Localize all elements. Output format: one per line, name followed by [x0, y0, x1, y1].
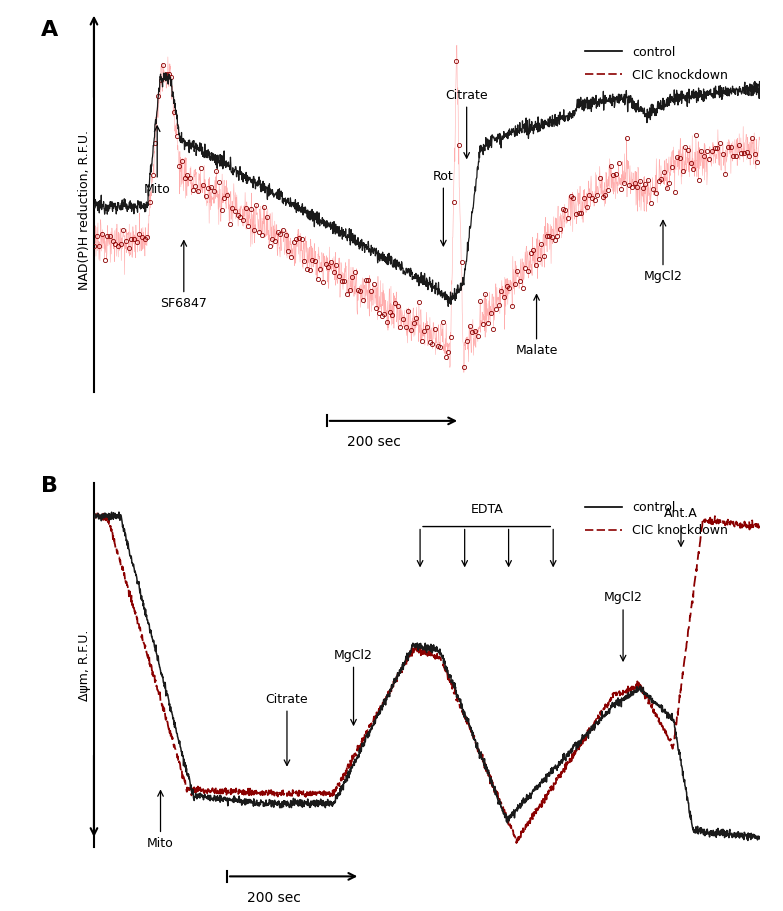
- Text: Rot: Rot: [433, 169, 454, 246]
- Text: MgCl2: MgCl2: [334, 649, 373, 725]
- Legend: control, CIC knockdown: control, CIC knockdown: [580, 496, 734, 542]
- Legend: control, CIC knockdown: control, CIC knockdown: [580, 41, 734, 87]
- Text: Malate: Malate: [515, 294, 557, 357]
- Y-axis label: Δψm, R.F.U.: Δψm, R.F.U.: [78, 630, 91, 701]
- Text: A: A: [41, 20, 58, 40]
- Y-axis label: NAD(P)H reduction, R.F.U.: NAD(P)H reduction, R.F.U.: [78, 129, 91, 290]
- Text: Citrate: Citrate: [265, 692, 309, 765]
- Text: Mito: Mito: [144, 126, 171, 196]
- Text: Ant.A: Ant.A: [664, 507, 698, 546]
- Text: 200 sec: 200 sec: [247, 891, 301, 905]
- Text: MgCl2: MgCl2: [644, 220, 683, 283]
- Text: B: B: [41, 476, 58, 496]
- Text: 200 sec: 200 sec: [347, 435, 400, 449]
- Text: Mito: Mito: [147, 791, 174, 850]
- Text: Citrate: Citrate: [446, 88, 488, 159]
- Text: EDTA: EDTA: [471, 503, 503, 516]
- Text: SF6847: SF6847: [161, 241, 207, 311]
- Text: MgCl2: MgCl2: [604, 591, 643, 660]
